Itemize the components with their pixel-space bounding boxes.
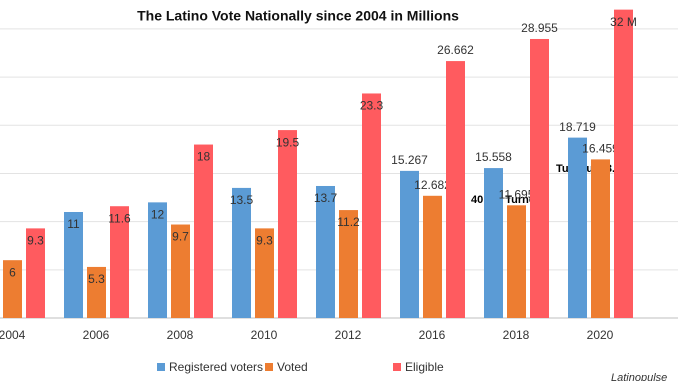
bar (232, 187, 251, 318)
bar (530, 38, 549, 318)
bar (148, 202, 167, 318)
data-label: 9.3 (27, 234, 44, 248)
bar (400, 170, 419, 318)
x-tick-label: 2008 (167, 328, 194, 342)
x-tick-label: 2004 (0, 328, 26, 342)
bar (362, 93, 381, 319)
bar (339, 210, 358, 318)
bar (171, 224, 190, 318)
source: Latinopulse (611, 372, 667, 381)
bar (507, 205, 526, 318)
legend-swatch (265, 363, 273, 371)
bar (110, 206, 129, 318)
data-label: 19.5 (276, 135, 300, 149)
bar (423, 195, 442, 318)
bar (316, 185, 335, 318)
x-tick-label: 2020 (587, 328, 614, 342)
bar (591, 159, 610, 318)
data-label: 11.2 (337, 215, 360, 229)
data-label: 18.719 (559, 120, 596, 134)
bar (255, 228, 274, 318)
data-label: 5.3 (88, 272, 105, 286)
legend-label: Voted (277, 360, 308, 374)
data-label: 15.558 (475, 150, 512, 164)
data-label: 11.695 (499, 187, 535, 201)
data-label: 26.662 (437, 43, 474, 57)
bar (26, 228, 45, 318)
data-label: 12 (151, 208, 165, 222)
data-label: 32 M (610, 15, 637, 29)
x-tick-label: 2012 (335, 328, 362, 342)
data-label: 12.682 (414, 178, 451, 192)
data-label: 15.267 (391, 153, 428, 167)
bar (194, 144, 213, 318)
x-tick-label: 2018 (503, 328, 530, 342)
bar (568, 137, 587, 318)
x-tick-label: 2016 (419, 328, 446, 342)
data-label: 13.5 (230, 193, 254, 207)
data-label: 16.459 (582, 142, 619, 156)
legend-swatch (393, 363, 401, 371)
data-label: 6 (9, 265, 16, 279)
data-label: 23.3 (360, 99, 384, 113)
chart-title: The Latino Vote Nationally since 2004 in… (137, 8, 459, 24)
data-label: 11 (67, 217, 80, 231)
bar (64, 212, 83, 318)
x-tick-label: 2006 (83, 328, 110, 342)
legend-swatch (157, 363, 165, 371)
bar (614, 9, 633, 319)
bar (278, 130, 297, 318)
bar (484, 168, 503, 318)
bar (446, 61, 465, 319)
bar (3, 260, 22, 318)
data-label: 9.3 (256, 234, 273, 248)
data-label: 9.7 (172, 230, 189, 244)
legend-label: Eligible (405, 360, 444, 374)
x-tick-label: 2010 (251, 328, 278, 342)
data-label: 18 (197, 150, 211, 164)
legend-label: Registered voters (169, 360, 263, 374)
bar (87, 266, 106, 318)
data-label: 28.955 (521, 21, 558, 35)
data-label: 13.7 (314, 191, 338, 205)
data-label: 11.6 (108, 211, 131, 225)
